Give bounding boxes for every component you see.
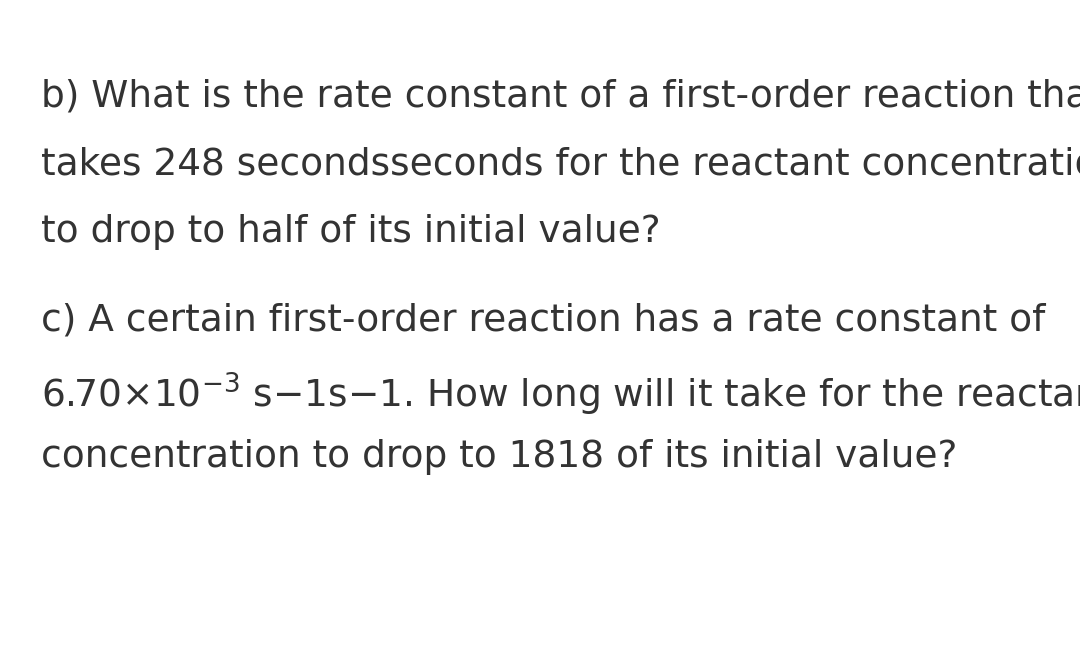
Text: concentration to drop to 1818 of its initial value?: concentration to drop to 1818 of its ini… — [41, 439, 957, 474]
Text: c) A certain first-order reaction has a rate constant of: c) A certain first-order reaction has a … — [41, 302, 1045, 338]
Text: takes 248 secondsseconds for the reactant concentration: takes 248 secondsseconds for the reactan… — [41, 146, 1080, 182]
Text: 6.70×10$^{-3}$ s−1s−1. How long will it take for the reactant: 6.70×10$^{-3}$ s−1s−1. How long will it … — [41, 370, 1080, 417]
Text: b) What is the rate constant of a first-order reaction that: b) What is the rate constant of a first-… — [41, 78, 1080, 114]
Text: to drop to half of its initial value?: to drop to half of its initial value? — [41, 214, 661, 250]
